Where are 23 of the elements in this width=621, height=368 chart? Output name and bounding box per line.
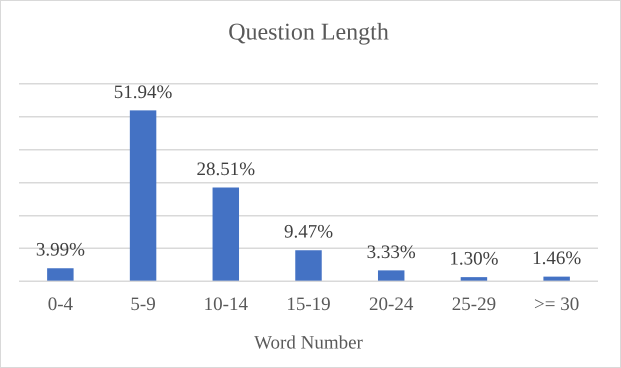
data-label: 51.94% [114, 82, 173, 103]
x-axis-title: Word Number [254, 332, 364, 354]
x-tick-label: 5-9 [130, 294, 156, 315]
bar [47, 268, 74, 281]
x-tick-label: 25-29 [452, 294, 496, 315]
x-tick-label: >= 30 [534, 294, 580, 315]
bar [295, 250, 322, 281]
data-label: 3.33% [366, 242, 416, 263]
data-label: 28.51% [196, 158, 256, 180]
chart-title: Question Length [228, 20, 389, 46]
bar [130, 110, 156, 281]
bar [378, 270, 404, 281]
x-tick-label: 15-19 [286, 294, 331, 315]
data-label: 1.30% [449, 248, 499, 270]
x-tick-label: 20-24 [369, 294, 414, 315]
data-label: 1.46% [532, 248, 582, 270]
bar [212, 188, 240, 281]
x-tick-label: 10-14 [204, 294, 248, 315]
bar [460, 277, 488, 281]
x-tick-label: 0-4 [48, 294, 74, 315]
data-label: 9.47% [284, 222, 334, 243]
data-label: 3.99% [36, 240, 86, 261]
bar [543, 276, 570, 281]
